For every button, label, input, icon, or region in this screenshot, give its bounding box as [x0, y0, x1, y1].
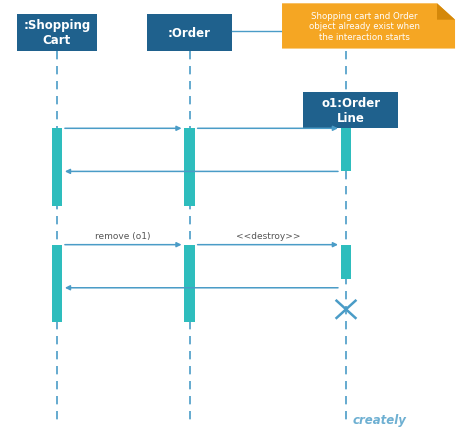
Text: Shopping cart and Order
object already exist when
the interaction starts: Shopping cart and Order object already e…	[309, 12, 419, 42]
Bar	[184, 245, 195, 322]
Bar	[17, 15, 97, 52]
Text: :Shopping
Cart: :Shopping Cart	[23, 19, 91, 47]
Bar	[341, 129, 351, 172]
Polygon shape	[437, 4, 455, 21]
Bar	[341, 245, 351, 280]
Bar	[147, 15, 232, 52]
Text: creately: creately	[352, 413, 406, 426]
Polygon shape	[282, 4, 455, 49]
Text: :Order: :Order	[168, 27, 211, 40]
Text: remove (o1): remove (o1)	[95, 232, 151, 241]
Bar	[184, 129, 195, 206]
Bar	[52, 245, 62, 322]
Bar	[303, 92, 398, 129]
Bar	[52, 129, 62, 206]
Text: <<destroy>>: <<destroy>>	[236, 232, 300, 241]
Text: o1:Order
Line: o1:Order Line	[321, 97, 380, 125]
